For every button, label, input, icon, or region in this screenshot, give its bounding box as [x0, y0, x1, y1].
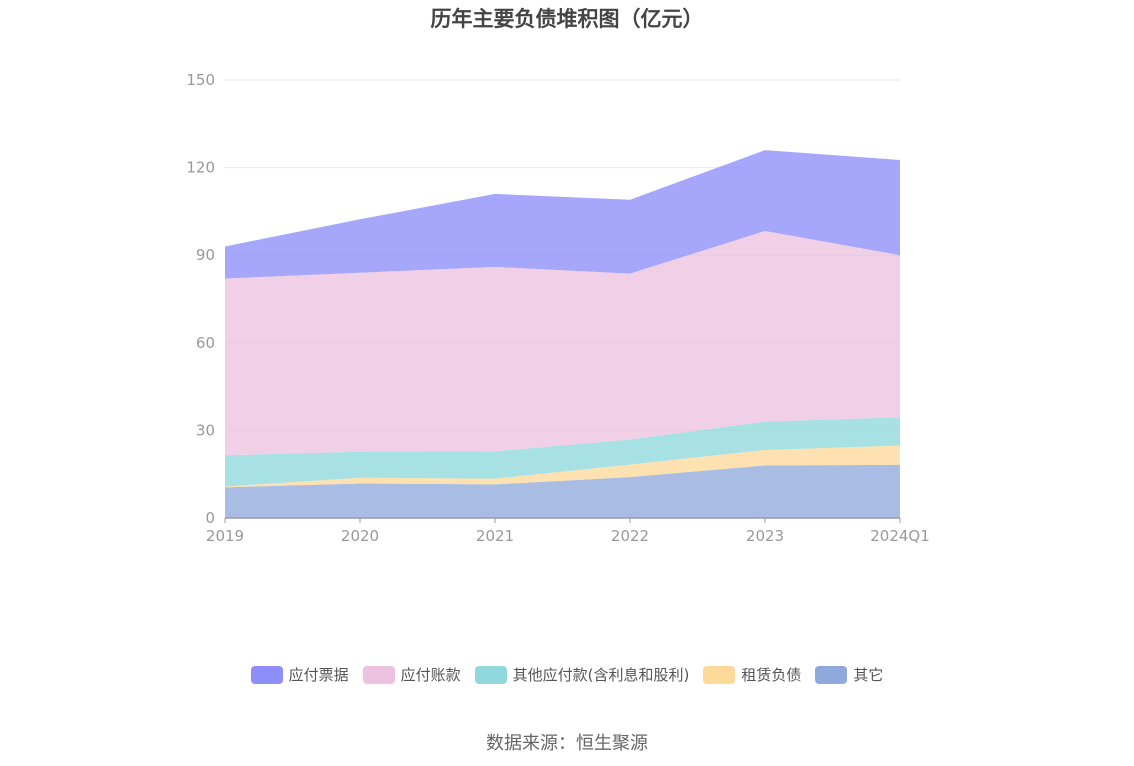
y-tick-label: 30: [196, 421, 215, 439]
legend-item[interactable]: 租赁负债: [703, 664, 801, 685]
area-series: [225, 150, 900, 518]
axes: 0 30 60 90 120 150 2019 2020 2021 2022 2023 2024Q1: [186, 71, 929, 545]
x-tick-label: 2022: [611, 527, 649, 545]
data-source: 数据来源：恒生聚源: [486, 733, 648, 754]
y-tick-label: 60: [196, 334, 215, 352]
y-tick-label: 150: [186, 71, 215, 89]
x-tick-label: 2020: [341, 527, 379, 545]
legend-swatch: [474, 665, 507, 684]
legend-item[interactable]: 其他应付款(含利息和股利): [474, 664, 690, 685]
legend-label: 其它: [853, 666, 884, 684]
area-series-1[interactable]: [225, 445, 900, 488]
chart-title: 历年主要负债堆积图（亿元）: [430, 7, 704, 31]
y-tick-label: 0: [205, 509, 215, 527]
area-series-4[interactable]: [225, 150, 900, 279]
area-series-0[interactable]: [225, 464, 900, 518]
legend-item[interactable]: 其它: [815, 664, 883, 685]
legend-label: 应付账款: [400, 666, 461, 684]
legend-swatch: [703, 665, 736, 684]
legend: 应付票据 应付账款 其他应付款(含利息和股利) 租赁负债 其它: [0, 664, 1134, 685]
x-tick-label: 2024Q1: [870, 527, 930, 545]
legend-label: 其他应付款(含利息和股利): [512, 666, 690, 684]
area-series-2[interactable]: [225, 417, 900, 487]
y-tick-label: 90: [196, 246, 215, 264]
legend-swatch: [815, 665, 848, 684]
x-tick-label: 2023: [746, 527, 784, 545]
x-tick-label: 2019: [206, 527, 244, 545]
y-tick-label: 120: [186, 159, 215, 177]
legend-swatch: [250, 665, 283, 684]
area-series-3[interactable]: [225, 230, 900, 456]
x-tick-label: 2021: [476, 527, 514, 545]
legend-item[interactable]: 应付票据: [250, 664, 349, 685]
legend-swatch: [362, 665, 395, 684]
legend-item[interactable]: 应付账款: [362, 664, 461, 685]
legend-label: 应付票据: [288, 666, 349, 684]
legend-label: 租赁负债: [741, 666, 802, 684]
